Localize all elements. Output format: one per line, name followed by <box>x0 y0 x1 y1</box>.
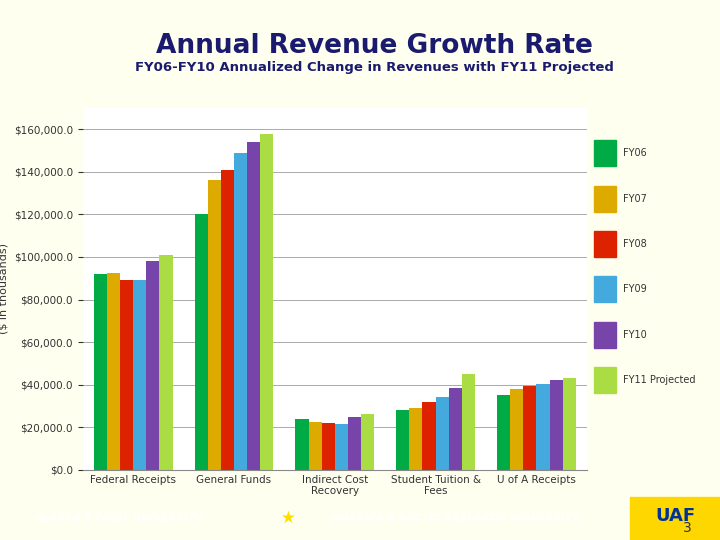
Bar <box>159 255 173 470</box>
Text: ★: ★ <box>281 509 295 528</box>
Bar <box>594 276 616 302</box>
Text: FY06-FY10 Annualized Change in Revenues with FY11 Projected: FY06-FY10 Annualized Change in Revenues … <box>135 61 614 74</box>
Bar <box>208 180 221 470</box>
Bar <box>562 379 576 470</box>
Text: FY06: FY06 <box>624 148 647 158</box>
Bar <box>436 397 449 470</box>
Bar <box>396 410 410 470</box>
Bar <box>449 388 462 470</box>
Text: FY11 Projected: FY11 Projected <box>624 375 696 385</box>
Bar <box>234 153 247 470</box>
Bar <box>594 140 616 166</box>
Bar <box>361 415 374 470</box>
Bar <box>549 380 562 470</box>
Text: FY07: FY07 <box>624 194 647 204</box>
Bar <box>594 186 616 212</box>
Bar <box>107 273 120 470</box>
Bar <box>594 367 616 393</box>
Bar <box>348 416 361 470</box>
Bar <box>194 214 208 470</box>
Bar <box>94 274 107 470</box>
Text: UAF: UAF <box>655 507 695 525</box>
Bar <box>594 322 616 348</box>
Bar <box>247 142 260 470</box>
Bar <box>536 383 549 470</box>
Text: 3: 3 <box>683 521 691 535</box>
Text: FY10: FY10 <box>624 330 647 340</box>
Y-axis label: ($ in thousands): ($ in thousands) <box>0 244 9 334</box>
Bar <box>120 280 133 470</box>
Bar <box>510 389 523 470</box>
Bar <box>523 386 536 470</box>
Bar <box>423 402 436 470</box>
Bar <box>497 395 510 470</box>
Bar <box>133 280 146 470</box>
Bar <box>335 424 348 470</box>
Bar <box>309 422 322 470</box>
Text: AMERICA'S ARCTIC RESEARCH UNIVERSITY: AMERICA'S ARCTIC RESEARCH UNIVERSITY <box>331 514 580 523</box>
Text: FY08: FY08 <box>624 239 647 249</box>
Text: ALASKA'S FIRST UNIVERSITY: ALASKA'S FIRST UNIVERSITY <box>36 514 204 523</box>
Bar <box>594 231 616 257</box>
Bar <box>260 133 274 470</box>
Bar <box>295 418 309 470</box>
Text: FY09: FY09 <box>624 285 647 294</box>
Bar <box>322 423 335 470</box>
Bar <box>146 261 159 470</box>
Text: Annual Revenue Growth Rate: Annual Revenue Growth Rate <box>156 33 593 59</box>
Bar <box>221 170 234 470</box>
Bar <box>462 374 475 470</box>
Bar <box>410 408 423 470</box>
